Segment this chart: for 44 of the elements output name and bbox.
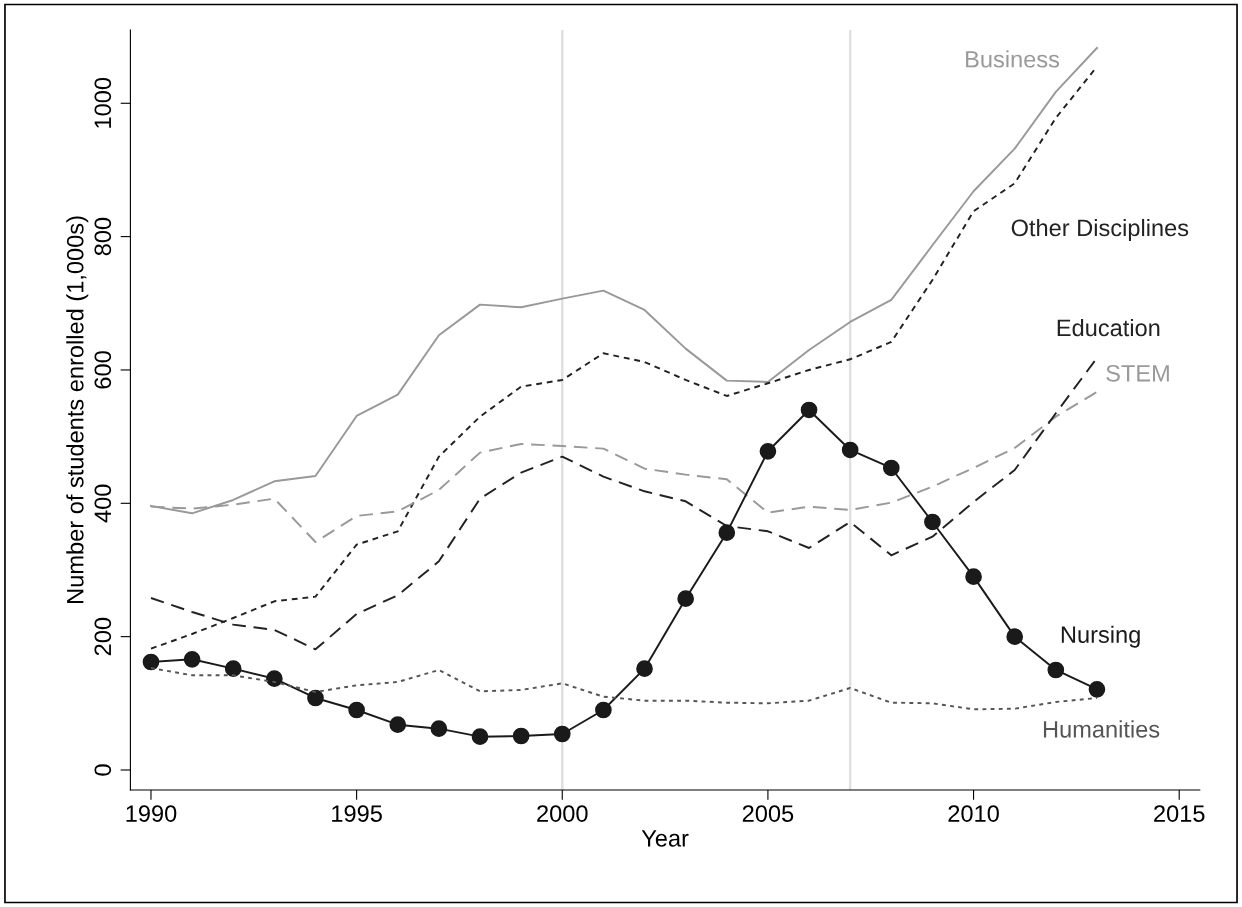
point (841, 441, 859, 459)
point (1006, 628, 1024, 645)
series-label: Humanities (1043, 720, 1160, 738)
point (882, 459, 900, 477)
y-tick-label: 1000 (94, 77, 112, 128)
x-axis-title: Year (641, 830, 689, 847)
x-tick-label: 1995 (332, 805, 382, 822)
series-label: Nursing (1061, 625, 1140, 648)
x-tick-label: 2010 (948, 805, 999, 822)
point (1047, 661, 1065, 679)
x-tick-label: 1990 (126, 805, 177, 822)
y-tick-label: 800 (94, 217, 112, 256)
y-tick-label: 0 (94, 764, 112, 776)
point (553, 725, 571, 743)
y-tick-label: 600 (94, 351, 112, 389)
point (965, 568, 982, 585)
point (224, 660, 242, 677)
point (307, 689, 324, 707)
y-axis-title: Number of students enrolled (1,000s) (66, 216, 89, 603)
point (266, 670, 283, 687)
point (595, 701, 612, 719)
point (348, 701, 365, 719)
point (430, 720, 448, 737)
point (389, 716, 407, 733)
x-tick-label: 2005 (742, 805, 794, 822)
y-tick-label: 200 (94, 617, 112, 656)
point (183, 650, 201, 668)
x-tick-label: 2015 (1154, 805, 1205, 822)
point (471, 728, 489, 745)
point (718, 524, 736, 541)
series-label: STEM (1106, 364, 1169, 382)
point (677, 590, 694, 607)
series-label: Education (1057, 318, 1160, 337)
series-label: Business (966, 50, 1060, 68)
point (1088, 680, 1106, 698)
point (800, 401, 818, 419)
x-tick-label: 2000 (537, 805, 588, 822)
point (636, 660, 653, 677)
series-label: Other Disciplines (1011, 218, 1189, 241)
point (759, 442, 777, 460)
point (512, 727, 530, 745)
y-tick-label: 400 (94, 484, 112, 523)
point (924, 513, 941, 531)
point (142, 653, 160, 671)
